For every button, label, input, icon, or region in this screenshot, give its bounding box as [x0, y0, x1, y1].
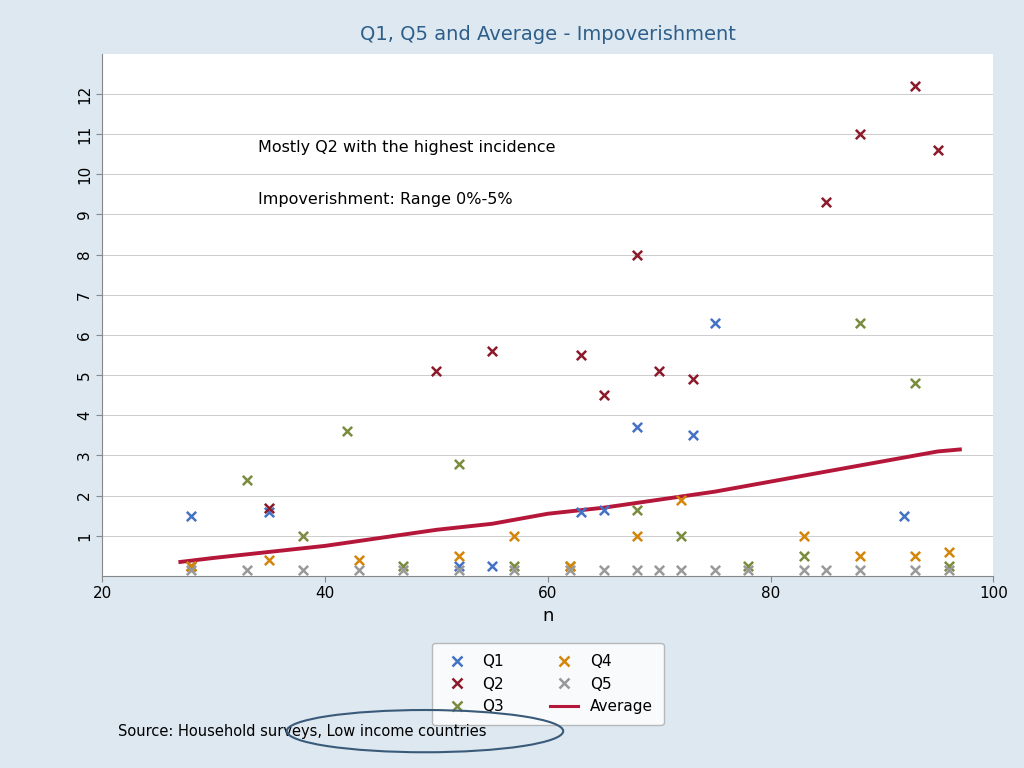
Point	[629, 249, 645, 261]
Point	[796, 564, 812, 576]
Point	[674, 530, 690, 542]
Text: Mostly Q2 with the highest incidence: Mostly Q2 with the highest incidence	[258, 140, 556, 155]
Point	[562, 564, 579, 576]
Point	[562, 560, 579, 572]
Point	[595, 389, 611, 402]
Title: Q1, Q5 and Average - Impoverishment: Q1, Q5 and Average - Impoverishment	[359, 25, 736, 44]
Point	[852, 316, 868, 329]
Point	[183, 560, 200, 572]
Point	[907, 564, 924, 576]
Point	[629, 564, 645, 576]
Point	[651, 365, 668, 377]
Point	[573, 349, 590, 361]
Point	[930, 144, 946, 157]
Text: Impoverishment: Range 0%-5%: Impoverishment: Range 0%-5%	[258, 192, 513, 207]
Point	[907, 80, 924, 92]
Point	[350, 564, 367, 576]
Point	[941, 546, 957, 558]
Point	[707, 564, 723, 576]
Point	[484, 345, 501, 357]
Point	[295, 530, 311, 542]
Point	[350, 554, 367, 566]
Point	[941, 564, 957, 576]
Point	[506, 560, 522, 572]
Point	[451, 564, 467, 576]
Point	[451, 550, 467, 562]
Point	[852, 564, 868, 576]
Point	[674, 564, 690, 576]
Point	[907, 377, 924, 389]
Legend: Q1, Q2, Q3, Q4, Q5, Average: Q1, Q2, Q3, Q4, Q5, Average	[432, 644, 664, 725]
Point	[896, 510, 912, 522]
X-axis label: n: n	[542, 607, 554, 625]
Point	[261, 502, 278, 514]
Point	[941, 560, 957, 572]
Point	[183, 560, 200, 572]
Point	[740, 564, 757, 576]
Point	[629, 530, 645, 542]
Point	[295, 564, 311, 576]
Point	[907, 550, 924, 562]
Point	[852, 128, 868, 141]
Point	[684, 429, 700, 442]
Point	[451, 560, 467, 572]
Text: Source: Household surveys, Low income countries: Source: Household surveys, Low income co…	[118, 723, 486, 739]
Point	[506, 564, 522, 576]
Point	[562, 560, 579, 572]
Point	[595, 504, 611, 516]
Point	[684, 373, 700, 386]
Point	[183, 510, 200, 522]
Point	[707, 316, 723, 329]
Point	[629, 421, 645, 433]
Point	[818, 197, 835, 209]
Point	[595, 564, 611, 576]
Point	[573, 505, 590, 518]
Point	[651, 564, 668, 576]
Point	[395, 564, 412, 576]
Point	[451, 458, 467, 470]
Point	[740, 560, 757, 572]
Point	[629, 504, 645, 516]
Point	[796, 550, 812, 562]
Point	[239, 564, 255, 576]
Point	[852, 550, 868, 562]
Point	[183, 560, 200, 572]
Point	[428, 365, 444, 377]
Point	[796, 530, 812, 542]
Point	[339, 425, 355, 438]
Point	[674, 494, 690, 506]
Point	[261, 505, 278, 518]
Point	[484, 560, 501, 572]
Point	[818, 564, 835, 576]
Point	[506, 530, 522, 542]
Point	[183, 564, 200, 576]
Point	[395, 560, 412, 572]
Point	[239, 473, 255, 485]
Point	[261, 554, 278, 566]
